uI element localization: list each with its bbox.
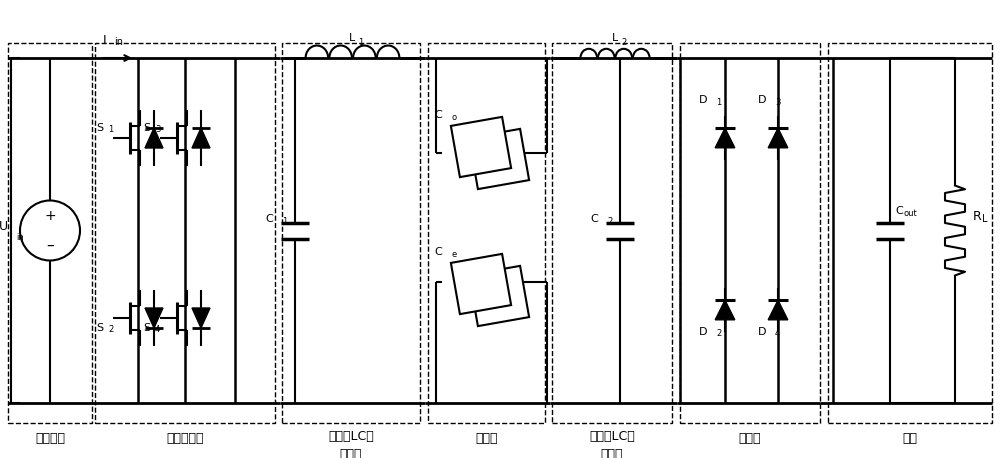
Polygon shape	[768, 128, 788, 148]
Text: 发射端LC补
偿网络: 发射端LC补 偿网络	[328, 431, 374, 458]
Bar	[282, 43, 420, 423]
Text: 2: 2	[108, 325, 113, 334]
Text: e: e	[451, 250, 456, 259]
Bar	[451, 254, 511, 314]
Text: U: U	[0, 220, 8, 233]
Text: in: in	[114, 37, 123, 47]
Text: 接收端LC补
偿网络: 接收端LC补 偿网络	[589, 431, 635, 458]
Text: R: R	[973, 210, 982, 223]
Text: I: I	[103, 33, 107, 47]
Text: 3: 3	[155, 125, 160, 134]
Text: 耦合器: 耦合器	[475, 431, 498, 445]
Bar	[8, 43, 92, 423]
Text: D: D	[758, 95, 766, 105]
Text: out: out	[904, 208, 918, 218]
Text: C: C	[895, 206, 903, 216]
Text: 2: 2	[716, 329, 721, 338]
Polygon shape	[145, 128, 163, 148]
Text: 3: 3	[775, 98, 780, 107]
Text: D: D	[698, 95, 707, 105]
Polygon shape	[715, 128, 735, 148]
Text: C: C	[434, 110, 442, 120]
Text: 1: 1	[358, 38, 364, 47]
Text: S: S	[143, 123, 151, 133]
Text: 1: 1	[282, 217, 287, 225]
Text: L: L	[349, 33, 356, 43]
Text: C: C	[590, 213, 598, 224]
Bar	[469, 129, 529, 189]
Polygon shape	[192, 128, 210, 148]
Text: 1: 1	[716, 98, 721, 107]
Polygon shape	[768, 300, 788, 320]
Text: 4: 4	[775, 329, 780, 338]
Polygon shape	[192, 308, 210, 328]
Text: S: S	[96, 123, 104, 133]
Text: 整流器: 整流器	[739, 431, 761, 445]
Bar	[828, 43, 992, 423]
Text: 负载: 负载	[902, 431, 918, 445]
Text: C: C	[434, 247, 442, 257]
Bar	[680, 43, 820, 423]
Text: 2: 2	[621, 38, 626, 47]
Text: D: D	[698, 327, 707, 337]
Text: 1: 1	[108, 125, 113, 134]
Polygon shape	[145, 308, 163, 328]
Text: C: C	[265, 213, 273, 224]
Text: S: S	[143, 323, 151, 333]
Bar	[95, 43, 275, 423]
Text: 2: 2	[607, 217, 612, 225]
Text: L: L	[982, 213, 988, 224]
Text: o: o	[451, 113, 456, 122]
Text: 直流电源: 直流电源	[35, 431, 65, 445]
Text: 4: 4	[155, 325, 160, 334]
Text: +: +	[44, 209, 56, 224]
Text: S: S	[96, 323, 104, 333]
Text: D: D	[758, 327, 766, 337]
Text: L: L	[612, 33, 618, 43]
Text: 高频逆变器: 高频逆变器	[166, 431, 204, 445]
Text: –: –	[46, 238, 54, 253]
Bar	[428, 43, 545, 423]
Bar	[469, 266, 529, 326]
Bar	[552, 43, 672, 423]
Bar	[451, 117, 511, 177]
Polygon shape	[715, 300, 735, 320]
Text: in: in	[16, 234, 24, 242]
